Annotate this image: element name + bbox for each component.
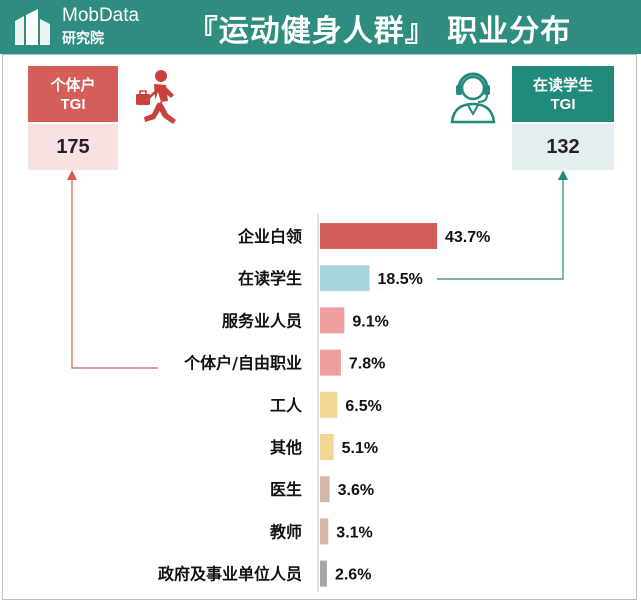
category-label: 服务业人员 <box>222 311 302 330</box>
value-label: 43.7% <box>445 229 490 246</box>
mobdata-logo-icon <box>15 9 50 45</box>
headset-person-icon <box>450 72 496 124</box>
bar-4 <box>320 349 341 376</box>
left-callout-value: 175 <box>28 124 118 170</box>
category-label: 企业白领 <box>237 227 302 246</box>
right-callout-value: 132 <box>512 124 614 170</box>
value-label: 3.6% <box>338 482 374 499</box>
brand-name: MobData <box>62 5 140 26</box>
page-title: 『运动健身人群』 职业分布 <box>187 14 572 49</box>
value-label: 18.5% <box>378 271 423 288</box>
header-bar: MobData 研究院 『运动健身人群』 职业分布 <box>0 0 641 54</box>
value-label: 5.1% <box>342 440 378 457</box>
bar-5 <box>320 391 338 418</box>
category-label: 其他 <box>270 438 302 457</box>
bar-7 <box>320 476 330 503</box>
content-frame <box>2 54 637 600</box>
value-label: 9.1% <box>352 313 388 330</box>
running-businessman-icon <box>136 70 176 124</box>
right-callout-label: 在读学生 TGI <box>512 66 614 122</box>
value-label: 2.6% <box>335 567 371 584</box>
bar-6 <box>320 434 334 460</box>
brand-subtitle: 研究院 <box>62 31 104 47</box>
bar-1 <box>320 223 437 249</box>
bar-8 <box>320 518 329 545</box>
category-label: 政府及事业单位人员 <box>158 565 302 584</box>
value-label: 7.8% <box>349 356 385 373</box>
category-label: 在读学生 <box>238 269 302 288</box>
bar-2 <box>320 265 370 292</box>
left-connector-arrow <box>67 170 77 180</box>
bar-3 <box>320 307 345 334</box>
left-callout-label-line1: 个体户 <box>50 77 96 94</box>
right-connector-line <box>437 176 564 280</box>
left-connector-line <box>71 176 158 369</box>
value-label: 3.1% <box>336 524 372 541</box>
value-label: 6.5% <box>345 398 381 415</box>
right-callout-label-line1: 在读学生 <box>532 77 593 94</box>
right-connector-arrow <box>558 170 568 180</box>
category-label: 医生 <box>270 480 302 499</box>
bar-9 <box>320 560 327 587</box>
category-label: 个体户/自由职业 <box>183 354 302 373</box>
left-callout-label-line2: TGI <box>60 96 86 113</box>
right-callout-label-line2: TGI <box>550 96 576 113</box>
category-label: 工人 <box>270 396 303 415</box>
category-label: 教师 <box>270 522 302 541</box>
left-callout-label: 个体户 TGI <box>28 66 118 122</box>
